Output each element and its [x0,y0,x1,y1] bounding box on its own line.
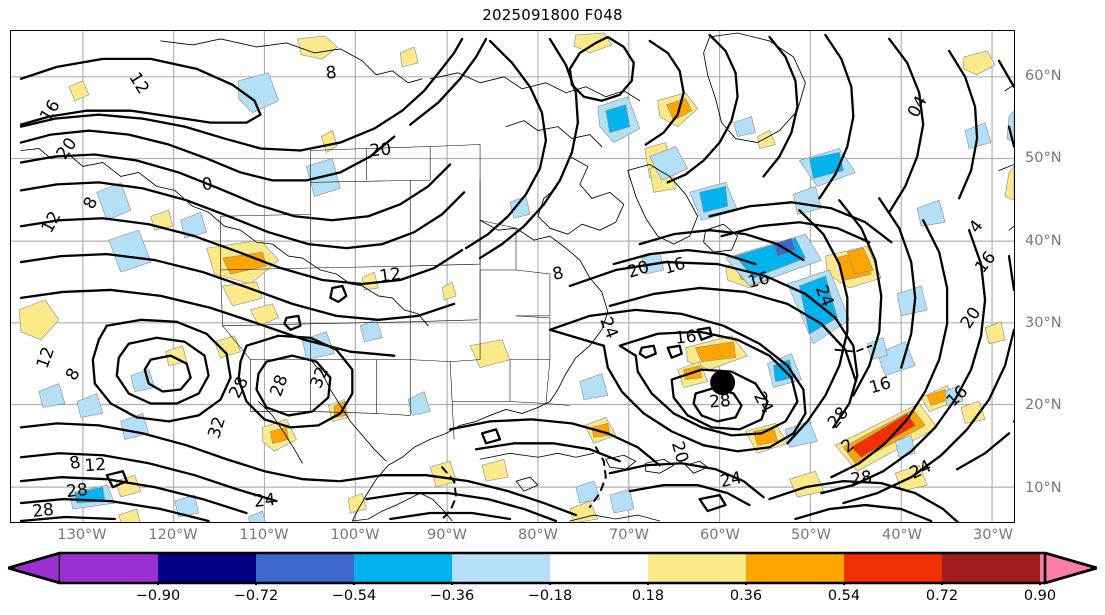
contour-label: 0 [200,173,213,194]
contour-label: 16 [661,253,687,278]
contour-label: 16 [867,372,893,397]
xtick-120w: 120°W [148,527,198,543]
ytick-10n: 10°N [1025,480,1062,496]
contour-label: 28 [31,499,55,521]
positive-anomalies [18,32,1014,522]
cbtick-0: −0.90 [135,588,181,604]
cbtick-8: 0.72 [925,588,959,604]
cbtick-7: 0.54 [827,588,861,604]
coastlines [20,32,1014,522]
contour-label: 24 [718,467,743,491]
cbtick-1: −0.72 [233,588,279,604]
ytick-40n: 40°N [1025,233,1062,249]
xtick-50w: 50°W [790,527,832,543]
cbtick-5: 0.18 [631,588,665,604]
xtick-90w: 90°W [426,527,468,543]
ytick-50n: 50°N [1025,150,1062,166]
contour-label: 28 [224,373,252,401]
contour-label: 28 [265,372,291,399]
contour-label: 28 [849,466,873,489]
contour-label: 32 [203,414,229,441]
contour-label: 28 [708,390,731,411]
contour-label: 20 [956,303,985,332]
colorbar-frame [8,551,1097,585]
xtick-70w: 70°W [608,527,650,543]
contour-label: 8 [551,262,566,284]
contour-lines [19,33,1014,522]
cbtick-3: −0.36 [429,588,475,604]
contour-label: 12 [125,68,153,97]
contour-label: 32 [306,364,333,391]
ytick-20n: 20°N [1025,397,1062,413]
contour-label: 24 [253,489,277,511]
contour-label: 12 [378,263,402,286]
contour-label: 8 [61,364,84,383]
cbtick-6: 0.36 [729,588,763,604]
anomaly-shading [18,32,1014,522]
cbtick-2: −0.54 [331,588,377,604]
contour-label: 28 [65,479,89,501]
contour-label: 12 [84,454,107,475]
xtick-130w: 130°W [57,527,107,543]
xtick-110w: 110°W [239,527,289,543]
contour-label: 16 [674,326,698,348]
map-plot-area[interactable]: 12 16 20 8 12 0 12 8 28 28 32 32 8 12 28… [10,30,1015,523]
xtick-30w: 30°W [972,527,1014,543]
contour-label: 24 [750,388,778,416]
colorbar-extend-min [8,551,62,585]
page-title: 2025091800 F048 [482,6,623,24]
contour-labels: 12 16 20 8 12 0 12 8 28 28 32 32 8 12 28… [31,62,999,521]
contour-label: 12 [37,208,65,236]
ytick-30n: 30°N [1025,315,1062,331]
xtick-100w: 100°W [330,527,380,543]
gridlines [11,31,1014,522]
contour-label: 20 [668,439,693,465]
cbtick-9: 0.90 [1023,588,1057,604]
xtick-40w: 40°W [881,527,923,543]
contour-label: 16 [970,247,999,276]
colorbar-ticks [157,583,1041,585]
colorbar-graphic [8,551,1097,585]
xtick-60w: 60°W [699,527,741,543]
contour-label: 4 [964,216,986,237]
state-borders [220,144,570,440]
colorbar[interactable] [8,551,1097,585]
contour-label: 20 [369,138,393,160]
contour-label: 8 [325,62,338,83]
cyclone-center-marker[interactable] [710,370,736,396]
contour-label: 24 [596,314,623,341]
colorbar-extend-max [1043,551,1097,585]
contour-label: 12 [32,344,58,371]
contour-label: 04 [903,92,931,120]
contour-label: 8 [68,451,83,473]
xtick-80w: 80°W [517,527,559,543]
colorbar-segments [60,553,1045,583]
ytick-60n: 60°N [1025,68,1062,84]
map-graphic: 12 16 20 8 12 0 12 8 28 28 32 32 8 12 28… [11,31,1014,522]
cbtick-4: −0.18 [527,588,573,604]
